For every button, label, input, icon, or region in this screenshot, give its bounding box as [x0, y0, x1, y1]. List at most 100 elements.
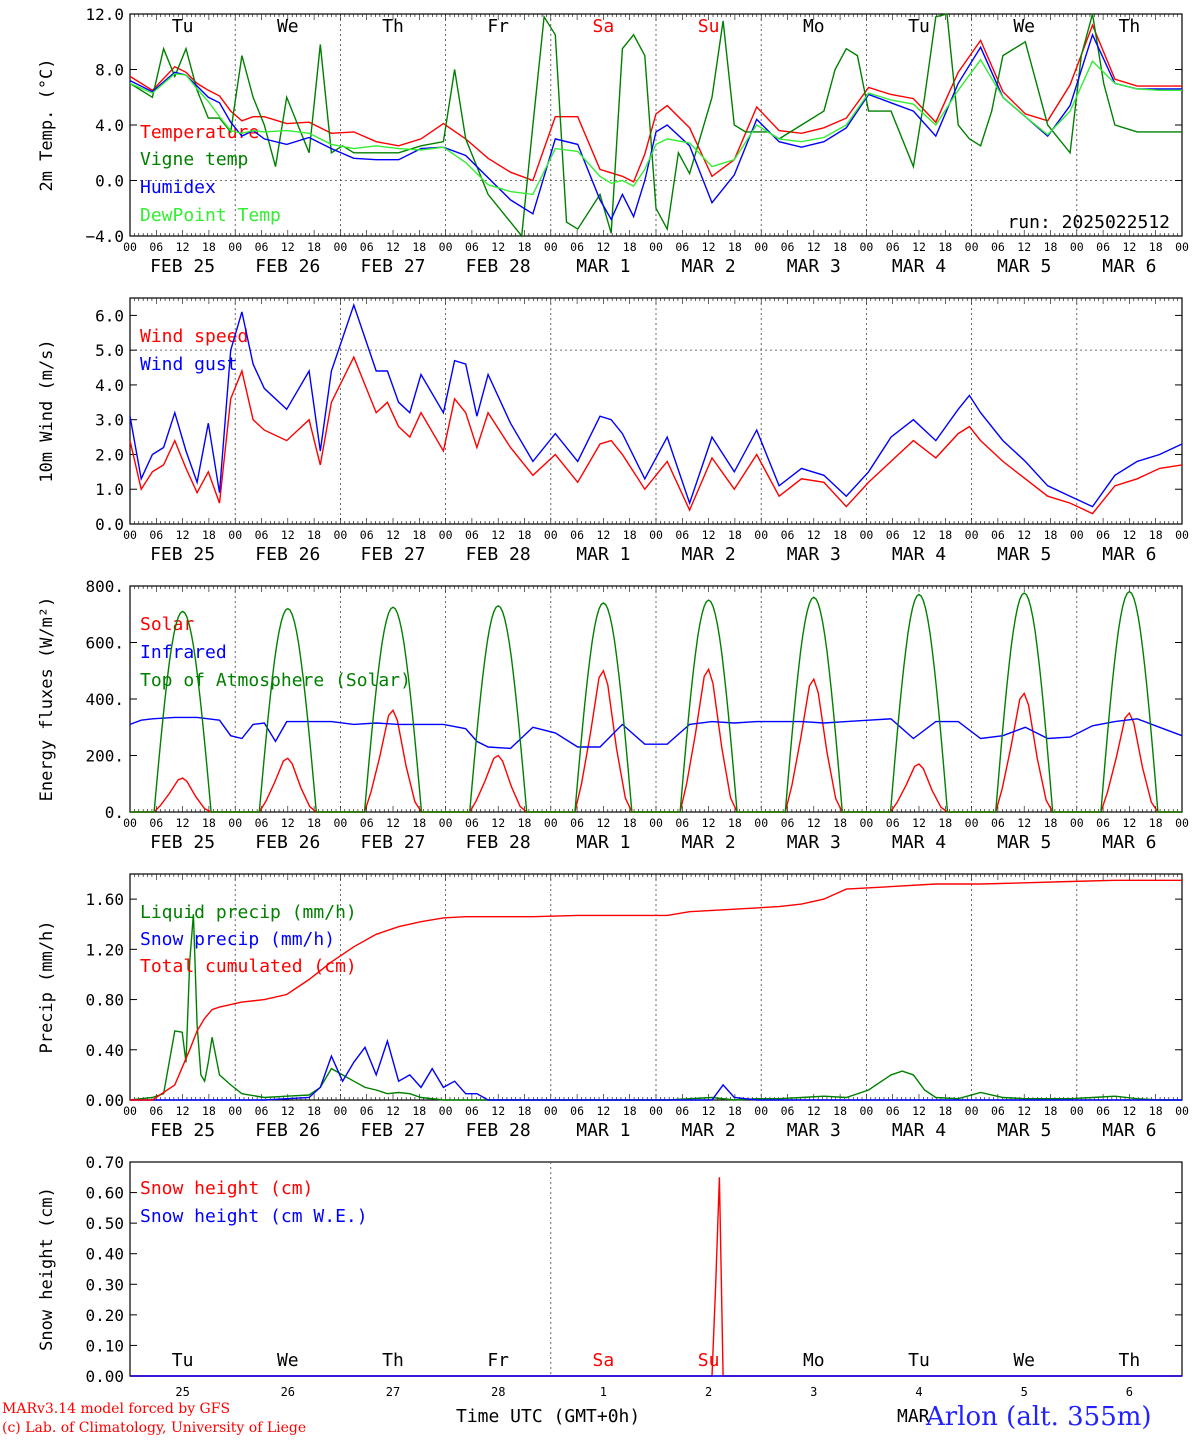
day-number-label: 26: [281, 1385, 295, 1399]
hour-tick-label: 18: [623, 240, 637, 254]
y-tick-label: 0.60: [85, 1184, 124, 1203]
hour-tick-label: 18: [202, 528, 216, 542]
legend-label: Temperature: [140, 122, 259, 143]
hour-tick-label: 06: [149, 1104, 163, 1118]
weekday-label: We: [277, 1350, 299, 1371]
panel-2: 00 06 12 18 00 06 12 18 00 06 12 18 00 06 12 18 00 06 12 18…: [37, 297, 1189, 565]
hour-tick-label: 06: [1096, 240, 1110, 254]
date-label: MAR 6: [1102, 544, 1156, 565]
hour-tick-label: 12: [176, 240, 190, 254]
hour-tick-label: 18: [833, 240, 847, 254]
series-line-4: [129, 58, 1182, 196]
y-tick-label: 0.40: [85, 1245, 124, 1264]
legend-label: Wind speed: [140, 326, 248, 347]
day-number-label: 27: [386, 1385, 400, 1399]
hour-tick-label: 18: [307, 1104, 321, 1118]
legend-label: Snow height (cm): [140, 1178, 313, 1199]
y-tick-label: 0.10: [85, 1336, 124, 1355]
series-line-2: [129, 716, 1183, 750]
y-tick-label: 12.0: [85, 5, 124, 24]
hour-tick-label: 06: [1096, 816, 1110, 830]
hour-tick-label: 12: [596, 240, 610, 254]
hour-tick-label: 06: [465, 528, 479, 542]
date-label: MAR 6: [1102, 256, 1156, 277]
date-label: FEB 28: [466, 256, 531, 277]
hour-tick-label: 00: [123, 1104, 137, 1118]
hour-tick-label: 18: [1149, 528, 1163, 542]
date-label: MAR 4: [892, 256, 946, 277]
date-label: FEB 26: [255, 1120, 320, 1141]
hour-tick-label: 00: [123, 240, 137, 254]
date-label: MAR 3: [787, 544, 841, 565]
weekday-label: Fr: [487, 1350, 509, 1371]
panel-1: 00 06 12 18 00 06 12 18 00 06 12 18 00 06 12 18 00 06 12 18…: [37, 5, 1189, 277]
date-label: FEB 27: [360, 544, 425, 565]
hour-tick-label: 00: [333, 528, 347, 542]
hour-tick-label: 00: [333, 1104, 347, 1118]
day-number-label: 1: [600, 1385, 607, 1399]
series-line-1: [129, 23, 1182, 183]
hour-tick-label: 00: [544, 528, 558, 542]
hour-tick-label: 06: [886, 816, 900, 830]
legend-label: Wind gust: [140, 354, 238, 375]
date-label: MAR 5: [997, 1120, 1051, 1141]
hour-tick-label: 06: [149, 528, 163, 542]
date-label: MAR 6: [1102, 832, 1156, 853]
hour-tick-label: 00: [859, 1104, 873, 1118]
panel-3: 00 06 12 18 00 06 12 18 00 06 12 18 00 06 12 18 00 06 12 18…: [37, 577, 1189, 853]
hour-tick-label: 12: [807, 1104, 821, 1118]
hour-tick-label: 12: [1017, 240, 1031, 254]
hour-tick-label: 18: [202, 816, 216, 830]
date-label: MAR 2: [682, 256, 736, 277]
hour-tick-label: 00: [1175, 1104, 1189, 1118]
hour-tick-label: 18: [518, 528, 532, 542]
hour-tick-label: 12: [1122, 528, 1136, 542]
hour-tick-label: 06: [675, 240, 689, 254]
weekday-label: Su: [698, 1350, 720, 1371]
date-label: MAR 2: [682, 1120, 736, 1141]
hour-tick-label: 18: [938, 1104, 952, 1118]
hour-tick-label: 12: [1122, 816, 1136, 830]
y-axis-label: 2m Temp. (°C): [37, 58, 57, 191]
hour-tick-label: 00: [228, 528, 242, 542]
hour-tick-label: 18: [202, 1104, 216, 1118]
hour-tick-label: 00: [1175, 240, 1189, 254]
series-line-2: [129, 302, 1183, 508]
hour-tick-label: 00: [649, 528, 663, 542]
y-tick-label: 0.70: [85, 1153, 124, 1172]
weekday-label: Th: [1119, 1350, 1141, 1371]
hour-tick-label: 00: [754, 816, 768, 830]
plot-frame: [129, 585, 1183, 813]
hour-tick-label: 00: [1175, 528, 1189, 542]
y-tick-label: 0.80: [85, 991, 124, 1010]
hour-tick-label: 12: [491, 528, 505, 542]
hour-tick-label: 00: [859, 816, 873, 830]
hour-tick-label: 06: [255, 240, 269, 254]
hour-tick-label: 06: [886, 528, 900, 542]
y-tick-label: 0.30: [85, 1275, 124, 1294]
hour-tick-label: 18: [1149, 816, 1163, 830]
hour-tick-label: 06: [781, 816, 795, 830]
weekday-label: Sa: [593, 16, 615, 37]
date-label: MAR 2: [682, 544, 736, 565]
hour-tick-label: 18: [623, 528, 637, 542]
hour-tick-label: 06: [360, 1104, 374, 1118]
day-number-label: 25: [175, 1385, 189, 1399]
hour-tick-label: 18: [1044, 816, 1058, 830]
y-tick-label: 0.40: [85, 1041, 124, 1060]
hour-tick-label: 06: [360, 816, 374, 830]
hour-tick-label: 18: [1044, 528, 1058, 542]
hour-tick-label: 06: [991, 240, 1005, 254]
weekday-label: We: [1013, 16, 1035, 37]
y-tick-label: 0.0: [95, 515, 124, 534]
hour-tick-label: 18: [1149, 1104, 1163, 1118]
date-label: FEB 27: [360, 256, 425, 277]
date-label: MAR 4: [892, 832, 946, 853]
hour-tick-label: 00: [228, 1104, 242, 1118]
date-label: MAR 2: [682, 832, 736, 853]
series-line-2: [130, 1038, 1182, 1101]
hour-tick-label: 12: [491, 240, 505, 254]
y-tick-label: 0.00: [85, 1091, 124, 1110]
hour-tick-label: 00: [965, 240, 979, 254]
